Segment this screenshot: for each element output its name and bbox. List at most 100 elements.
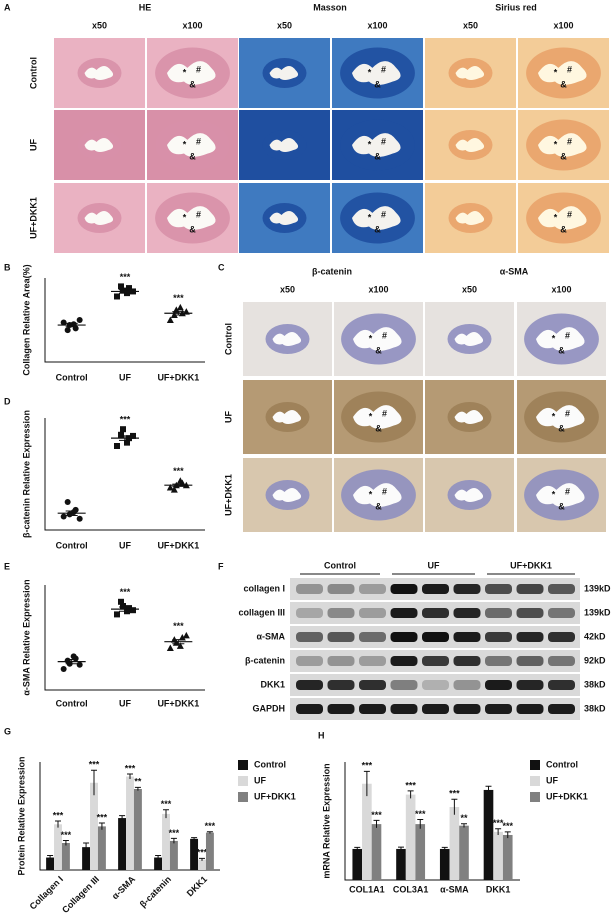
annotation-symbol: # [565,408,570,418]
data-point [76,661,83,668]
significance: *** [161,799,172,809]
bar [46,857,55,870]
annotation-symbol: # [382,486,387,496]
data-point [166,316,174,323]
axis [44,585,205,691]
lumen [538,61,587,85]
blot-band [516,584,544,594]
data-point [130,432,136,439]
sem-bar [119,606,131,612]
size-label: 139kD [584,583,611,593]
row-label: UF+DKK1 [223,474,233,516]
protein-label: collagen III [238,607,285,617]
bar [371,824,382,880]
lumen [536,483,585,507]
stain-header: β-catenin [312,266,352,276]
lumen [352,61,401,85]
bar [439,848,450,880]
sem-bar [172,483,185,487]
x-tick-label: Collagen III [60,874,101,915]
blot-band [327,632,355,642]
annotation-symbol: * [183,139,187,149]
error-bar [98,822,105,830]
lumen [455,66,485,80]
significance: *** [61,830,72,840]
annotation-symbol: & [375,423,382,433]
magnification-label: x100 [368,284,388,294]
x-tick-label: β-catenin [138,874,173,909]
data-point [130,607,136,614]
bar [205,832,214,870]
x-tick-label: UF [119,540,131,550]
panel-label: F [218,561,224,571]
annotation-symbol: & [558,423,565,433]
x-tick-label: Control [56,698,88,708]
error-bar [354,846,361,851]
legend-label: UF [254,775,266,785]
error-bar [363,770,370,797]
blot-band [548,680,575,690]
y-axis-label: Protein Relative Expression [16,756,26,875]
blot-band [390,608,418,618]
legend-label: Control [546,759,578,769]
error-bar [155,854,162,860]
data-point [64,327,71,334]
data-point [70,653,77,660]
blot-band [453,680,481,690]
significance: *** [449,789,460,799]
sem-bar [119,289,131,294]
y-axis-label: Collagen Relative Area(%) [21,264,31,375]
lumen [167,133,216,157]
annotation-symbol: * [368,212,372,222]
x-tick-label: α-SMA [110,874,138,902]
blot-band [359,584,386,594]
lumen [353,405,402,429]
annotation-symbol: # [567,209,572,219]
blot-band [516,680,544,690]
significance: *** [197,848,208,858]
data-point [166,483,174,491]
y-axis-label: mRNA Relative Expression [321,763,331,878]
annotation-symbol: * [183,212,187,222]
annotation-symbol: * [554,139,558,149]
sem-bar [172,311,185,316]
lumen [352,133,401,157]
lumen [454,488,484,502]
size-label: 42kD [584,631,606,641]
lumen [84,138,114,152]
bar [405,794,416,880]
error-bar [127,773,133,780]
significance: *** [371,810,382,820]
panel-label: H [318,730,325,740]
blot-band [327,680,355,690]
data-point [64,499,71,505]
annotation-symbol: * [554,67,558,77]
x-tick-label: COL1A1 [349,884,385,894]
size-label: 139kD [584,607,611,617]
x-tick-label: DKK1 [185,874,209,898]
panel-label: E [4,561,10,571]
magnification-label: x50 [277,20,292,30]
annotation-symbol: * [369,489,373,499]
magnification-label: x100 [551,284,571,294]
annotation-symbol: & [189,224,196,234]
bar [169,840,178,870]
error-bar [206,831,213,834]
magnification-label: x50 [92,20,107,30]
lumen [272,488,302,502]
lumen [352,206,401,230]
annotation-symbol: & [375,345,382,355]
x-tick-label: DKK1 [486,884,511,894]
data-point [176,303,184,311]
x-tick-label: Control [56,372,88,382]
blot-band [390,704,418,714]
annotation-symbol: # [567,136,572,146]
error-bar [441,846,448,851]
bar [396,848,406,880]
blot-band [327,656,355,666]
bar [493,831,503,880]
data-point [126,605,132,612]
annotation-symbol: # [565,486,570,496]
data-point [126,285,132,292]
lumen [353,327,402,351]
